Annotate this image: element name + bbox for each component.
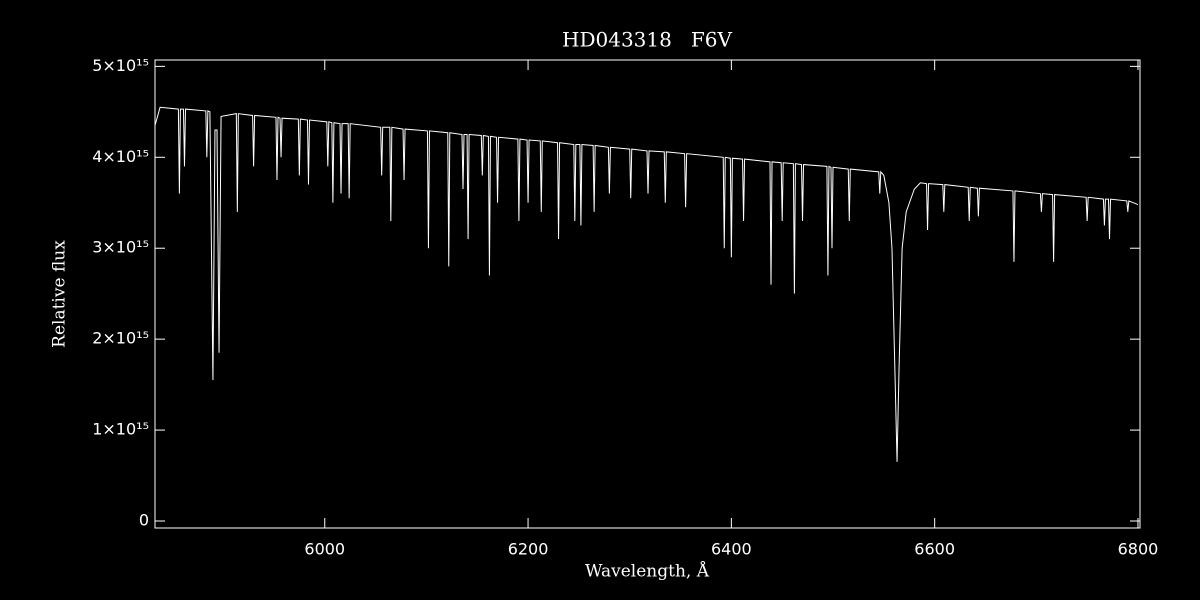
x-tick-label: 6200 bbox=[508, 540, 549, 559]
y-tick-label: 2×10¹⁵ bbox=[92, 329, 149, 348]
x-axis-label: Wavelength, Å bbox=[585, 561, 710, 582]
y-tick-label: 1×10¹⁵ bbox=[92, 420, 149, 439]
y-axis-label: Relative flux bbox=[50, 240, 70, 348]
y-tick-label: 0 bbox=[139, 510, 149, 529]
x-tick-label: 6800 bbox=[1118, 540, 1159, 559]
y-tick-label: 4×10¹⁵ bbox=[92, 147, 149, 166]
x-tick-label: 6600 bbox=[914, 540, 955, 559]
spectrum-line bbox=[154, 106, 1139, 462]
plot-frame bbox=[154, 59, 1141, 529]
x-tick-label: 6400 bbox=[711, 540, 752, 559]
y-tick-label: 3×10¹⁵ bbox=[92, 238, 149, 257]
chart-title: HD043318 F6V bbox=[562, 28, 732, 52]
y-tick-label: 5×10¹⁵ bbox=[92, 56, 149, 75]
x-tick-label: 6000 bbox=[304, 540, 345, 559]
